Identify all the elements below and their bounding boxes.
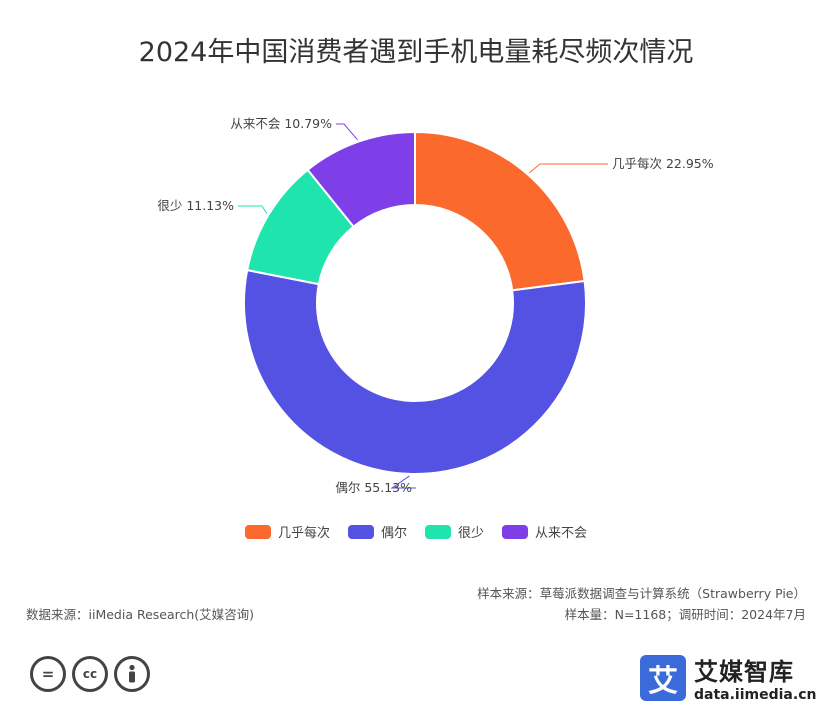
legend-item[interactable]: 很少	[425, 522, 484, 541]
legend-swatch	[347, 524, 374, 539]
sample-info: 样本量：N=1168；调研时间：2024年7月	[564, 607, 806, 622]
legend-label: 很少	[458, 526, 485, 541]
legend-label: 偶尔	[380, 526, 407, 541]
legend-label: 几乎每次	[277, 526, 330, 541]
person-icon	[114, 656, 150, 692]
slice-label-3: 从来不会 10.79%	[230, 116, 332, 131]
legend-swatch	[425, 524, 451, 539]
brand: 艾 艾媒智库 data.iimedia.cn	[640, 652, 816, 703]
leader-line-2	[238, 205, 268, 214]
chart-title: 2024年中国消费者遇到手机电量耗尽频次情况	[138, 37, 694, 68]
leader-line-3	[336, 123, 358, 141]
legend: 几乎每次 偶尔 很少 从来不会	[0, 522, 832, 541]
brand-logo: 艾	[640, 654, 686, 701]
data-source: 数据来源：iiMedia Research(艾媒咨询)	[26, 607, 255, 622]
brand-url: data.iimedia.cn	[694, 687, 817, 703]
equals-icon: =	[30, 656, 66, 692]
legend-swatch	[244, 524, 271, 539]
slice-label-2: 很少 11.13%	[157, 198, 234, 213]
slice-0	[414, 130, 586, 292]
leader-line-0	[528, 163, 608, 174]
legend-item[interactable]: 偶尔	[347, 522, 407, 541]
legend-swatch	[502, 524, 529, 539]
slice-label-0: 几乎每次 22.95%	[612, 156, 714, 171]
slice-label-1: 偶尔 55.13%	[335, 480, 412, 495]
slice-3	[306, 130, 416, 229]
leader-line-1	[390, 475, 416, 489]
legend-item[interactable]: 从来不会	[502, 522, 587, 541]
brand-name: 艾媒智库	[694, 658, 794, 686]
sample-source: 样本来源：草莓派数据调查与计算系统（Strawberry Pie）	[477, 586, 806, 601]
license-icons: = cc	[30, 656, 150, 692]
legend-label: 从来不会	[535, 526, 588, 541]
slice-1	[243, 268, 587, 476]
cc-icon: cc	[72, 656, 108, 692]
legend-item[interactable]: 几乎每次	[244, 522, 330, 541]
